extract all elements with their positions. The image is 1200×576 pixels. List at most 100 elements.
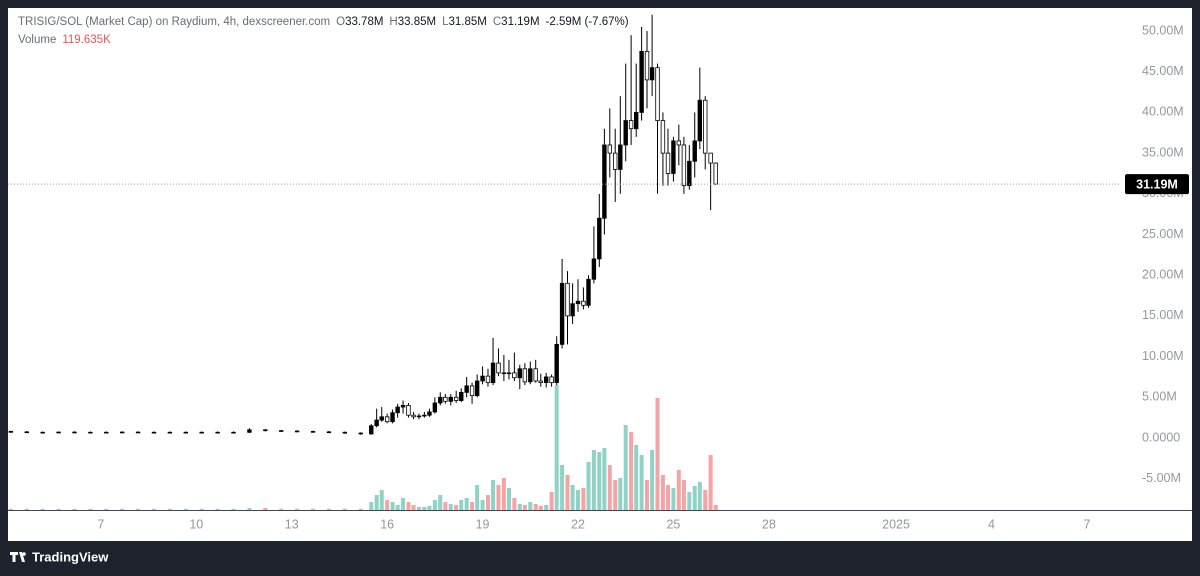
volume-bar	[88, 508, 93, 510]
volume-bar	[406, 502, 411, 510]
candle-body	[708, 152, 713, 164]
candle-body	[88, 431, 93, 434]
candle-body	[406, 405, 411, 416]
candle-body	[639, 50, 644, 113]
volume-bar	[443, 502, 448, 510]
volume-bar	[295, 508, 300, 510]
x-tick-label: 28	[762, 517, 776, 531]
candle-body	[703, 99, 708, 154]
volume-bar	[560, 465, 565, 510]
candle-body	[649, 67, 655, 81]
volume-bar	[713, 505, 718, 510]
volume-bar	[506, 488, 511, 510]
candle-body	[681, 144, 687, 187]
y-tick-label: 10.00M	[1142, 349, 1184, 363]
x-tick-label: 4	[988, 517, 995, 531]
x-tick-label: 7	[1083, 517, 1090, 531]
volume-bar	[459, 500, 464, 510]
candle-body	[374, 419, 379, 427]
candle-body	[56, 431, 61, 434]
candle-body	[575, 300, 581, 305]
volume-bar	[597, 452, 602, 510]
candle-body	[395, 406, 400, 414]
candle-body	[119, 431, 125, 434]
candle-body	[559, 282, 565, 345]
volume-bar	[464, 498, 469, 510]
volume-bar	[263, 508, 268, 510]
x-tick-label: 13	[285, 517, 299, 531]
candle-body	[496, 362, 501, 374]
candle-body	[522, 368, 528, 383]
volume-bar	[480, 500, 485, 510]
volume-bar	[554, 385, 559, 510]
candle-body	[310, 431, 316, 433]
candle-body	[538, 380, 543, 384]
volume-bar	[650, 450, 655, 510]
y-tick-label: 25.00M	[1142, 227, 1184, 241]
volume-bar	[470, 502, 475, 510]
volume-last-label: 119.635K	[62, 34, 111, 46]
candle-body	[432, 402, 438, 413]
volume-layer	[8, 385, 718, 510]
candle-body	[379, 416, 384, 421]
candle-body	[438, 396, 443, 404]
volume-bar	[639, 455, 644, 510]
candle-body	[40, 431, 45, 434]
volume-bar	[427, 506, 432, 510]
candle-body	[528, 368, 533, 383]
volume-bar	[432, 500, 437, 510]
ohlc-legend: O 33.78M H 33.85M L 31.85M C 31.19M	[336, 16, 539, 28]
y-tick-label: 50.00M	[1142, 23, 1184, 37]
volume-bar	[120, 508, 125, 510]
ohlc-value: 33.78M	[345, 16, 384, 28]
volume-bar	[40, 508, 45, 510]
volume-bar	[491, 480, 496, 510]
volume-bar	[379, 490, 384, 510]
volume-bar	[528, 502, 533, 510]
chart-title: TRISIG/SOL (Market Cap) on Raydium, 4h, …	[18, 16, 331, 28]
candle-body	[501, 372, 507, 375]
volume-bar	[475, 485, 480, 510]
volume-bar	[681, 480, 686, 510]
candle-body	[358, 432, 363, 435]
volume-bar	[660, 475, 665, 510]
volume-bar	[687, 492, 692, 510]
y-tick-label: 45.00M	[1142, 64, 1184, 78]
volume-bar	[342, 508, 347, 510]
volume-bar	[533, 504, 538, 510]
candle-body	[247, 429, 252, 433]
candle-body	[602, 144, 607, 219]
chart-header: TRISIG/SOL (Market Cap) on Raydium, 4h, …	[18, 16, 629, 28]
candle-body	[443, 396, 448, 402]
volume-title: Volume	[18, 34, 57, 46]
volume-bar	[247, 508, 252, 510]
volume-bar	[607, 465, 612, 510]
volume-bar	[279, 508, 284, 510]
candle-body	[543, 376, 549, 384]
candle-body	[660, 120, 666, 154]
volume-header: Volume 119.635K	[18, 34, 111, 46]
volume-bar	[438, 495, 443, 510]
brand-name: TradingView	[32, 549, 109, 564]
volume-bar	[454, 505, 459, 510]
candle-body	[565, 282, 570, 317]
ohlc-value: 31.85M	[448, 16, 487, 28]
volume-bar	[326, 508, 331, 510]
volume-bar	[538, 506, 543, 510]
volume-bar	[634, 445, 639, 510]
volume-bar	[512, 498, 517, 510]
candle-body	[480, 375, 485, 382]
volume-bar	[676, 470, 681, 510]
candle-body	[167, 431, 173, 434]
volume-bar	[358, 508, 363, 510]
volume-bar	[416, 507, 421, 510]
candle-body	[416, 415, 422, 418]
y-tick-label: -5.00M	[1142, 471, 1181, 485]
candle-body	[591, 258, 597, 280]
ohlc-key: O	[336, 16, 346, 28]
volume-bar	[167, 508, 172, 510]
volume-bar	[697, 482, 702, 510]
volume-bar	[496, 485, 501, 510]
candle-body	[411, 414, 416, 418]
